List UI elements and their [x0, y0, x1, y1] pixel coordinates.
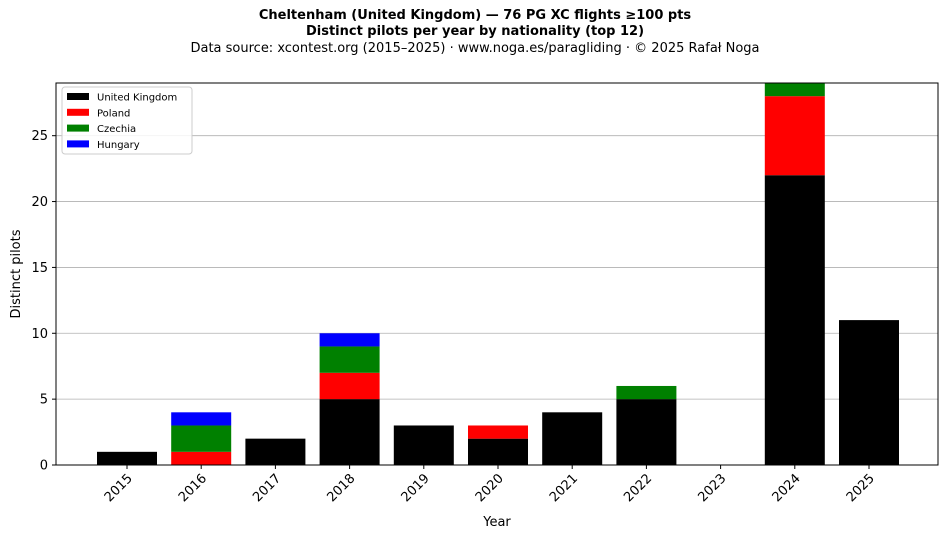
bar-segment — [542, 412, 603, 465]
bar-segment — [319, 346, 380, 373]
legend-entry: Poland — [97, 108, 130, 119]
y-tick-label: 25 — [31, 129, 48, 144]
x-tick-label: 2021 — [547, 471, 581, 505]
chart-title: Cheltenham (United Kingdom) — 76 PG XC f… — [258, 8, 692, 23]
bar-segment — [616, 399, 677, 465]
legend-swatch — [67, 124, 89, 132]
y-tick-label: 5 — [40, 393, 48, 408]
legend-swatch — [67, 93, 89, 100]
y-tick-label: 10 — [31, 327, 48, 342]
chart-subtitle: Distinct pilots per year by nationality … — [305, 24, 645, 39]
legend-entry: United Kingdom — [97, 93, 177, 104]
x-tick-label: 2017 — [250, 471, 284, 505]
legend: United Kingdom Poland Czechia Hungary — [61, 86, 193, 155]
bar-segment — [319, 399, 380, 465]
bar-segment — [171, 451, 232, 465]
y-tick-label: 15 — [31, 261, 48, 276]
x-tick-label: 2018 — [324, 471, 358, 505]
bar-segment — [319, 333, 380, 347]
bar-segment — [171, 425, 232, 452]
x-tick-label: 2020 — [473, 471, 507, 505]
y-tick-label: 20 — [31, 195, 48, 210]
bar-segment — [616, 385, 677, 400]
chart-titles: Cheltenham (United Kingdom) — 76 PG XC f… — [0, 8, 950, 57]
x-tick-label: 2022 — [621, 471, 655, 505]
bar-segment — [319, 372, 380, 400]
y-axis: 0 5 10 15 20 25 — [31, 129, 56, 474]
x-tick-label: 2025 — [844, 471, 878, 505]
x-tick-label: 2015 — [102, 471, 136, 505]
bars — [97, 83, 899, 465]
x-axis-label: Year — [482, 515, 511, 530]
bar-segment — [393, 425, 454, 465]
x-tick-label: 2024 — [770, 471, 804, 505]
legend-swatch — [67, 140, 89, 148]
bar-segment — [764, 96, 825, 176]
legend-box — [61, 86, 193, 155]
y-axis-label: Distinct pilots — [9, 229, 24, 318]
bar-segment — [468, 425, 528, 439]
bar-segment — [764, 175, 825, 465]
legend-swatch — [67, 108, 89, 116]
y-tick-label: 0 — [40, 459, 48, 474]
legend-entry: Hungary — [97, 140, 140, 151]
bar-segment — [171, 412, 232, 426]
x-tick-label: 2016 — [176, 471, 210, 505]
bar-segment — [245, 438, 306, 465]
bar-segment — [839, 320, 899, 465]
plot-frame — [55, 82, 939, 466]
x-tick-label: 2019 — [399, 471, 433, 505]
x-tick-label: 2023 — [695, 471, 729, 505]
legend-entry: Czechia — [97, 124, 136, 135]
data-source-note: Data source: xcontest.org (2015–2025) · … — [190, 41, 760, 56]
bar-segment — [764, 83, 825, 97]
bar-segment — [468, 438, 528, 465]
bar-segment — [97, 451, 157, 465]
x-axis: 2015 2016 2017 2018 2019 2020 2021 2022 2023 2024… — [102, 465, 878, 505]
